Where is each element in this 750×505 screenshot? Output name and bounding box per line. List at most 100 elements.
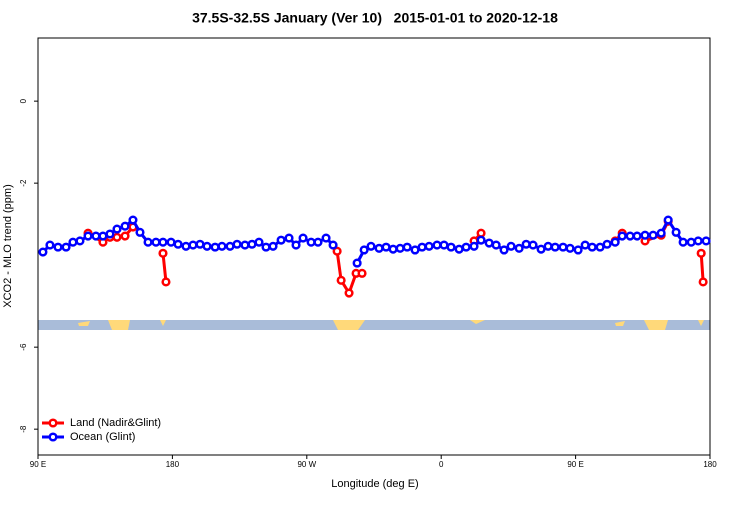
point bbox=[83, 231, 93, 241]
map-strip bbox=[38, 320, 710, 330]
point bbox=[521, 239, 531, 249]
point bbox=[352, 258, 362, 268]
point bbox=[476, 228, 486, 238]
x-axis-label: Longitude (deg E) bbox=[331, 478, 418, 490]
point bbox=[105, 229, 115, 239]
point bbox=[446, 242, 456, 252]
point bbox=[648, 230, 658, 240]
point bbox=[344, 288, 354, 298]
point bbox=[128, 215, 138, 225]
land-shape bbox=[470, 320, 485, 324]
land-shape bbox=[78, 321, 90, 326]
point bbox=[693, 236, 703, 246]
y-tick-label: 0 bbox=[19, 98, 28, 103]
point bbox=[225, 241, 235, 251]
point bbox=[587, 242, 597, 252]
point bbox=[291, 240, 301, 250]
point bbox=[476, 235, 486, 245]
point bbox=[558, 242, 568, 252]
point bbox=[374, 243, 384, 253]
point bbox=[61, 242, 71, 252]
point bbox=[580, 240, 590, 250]
point bbox=[313, 237, 323, 247]
point bbox=[268, 241, 278, 251]
point bbox=[195, 239, 205, 249]
land-shape bbox=[333, 320, 365, 330]
y-tick-label: -8 bbox=[19, 425, 28, 433]
point bbox=[298, 233, 308, 243]
point bbox=[284, 233, 294, 243]
legend-label: Ocean (Glint) bbox=[70, 431, 135, 443]
point bbox=[506, 241, 516, 251]
point bbox=[158, 237, 168, 247]
point bbox=[276, 235, 286, 245]
land-shape bbox=[615, 321, 625, 326]
point bbox=[254, 237, 264, 247]
point bbox=[53, 242, 63, 252]
point bbox=[528, 240, 538, 250]
point bbox=[161, 277, 171, 287]
legend-marker bbox=[48, 418, 58, 428]
point bbox=[38, 247, 48, 257]
point bbox=[388, 244, 398, 254]
point bbox=[410, 245, 420, 255]
point bbox=[166, 237, 176, 247]
land-shape bbox=[160, 320, 166, 326]
point bbox=[68, 237, 78, 247]
point bbox=[632, 231, 642, 241]
point bbox=[417, 242, 427, 252]
point bbox=[120, 231, 130, 241]
point bbox=[306, 237, 316, 247]
point bbox=[461, 242, 471, 252]
plot-frame bbox=[37, 37, 711, 456]
point bbox=[202, 241, 212, 251]
point bbox=[701, 236, 711, 246]
point bbox=[336, 275, 346, 285]
point bbox=[143, 237, 153, 247]
land-shape bbox=[108, 320, 130, 330]
legend-marker bbox=[48, 432, 58, 442]
point bbox=[45, 240, 55, 250]
point bbox=[595, 242, 605, 252]
point bbox=[112, 224, 122, 234]
point bbox=[328, 240, 338, 250]
point bbox=[98, 231, 108, 241]
point bbox=[678, 237, 688, 247]
point bbox=[181, 241, 191, 251]
point bbox=[321, 233, 331, 243]
point bbox=[75, 236, 85, 246]
point bbox=[439, 240, 449, 250]
point bbox=[454, 244, 464, 254]
point bbox=[366, 241, 376, 251]
point bbox=[188, 240, 198, 250]
point bbox=[158, 248, 168, 258]
chart-title: 37.5S-32.5S January (Ver 10) 2015-01-01 … bbox=[192, 10, 558, 26]
x-tick-label: 0 bbox=[439, 460, 444, 469]
point bbox=[112, 232, 122, 242]
x-tick-label: 180 bbox=[166, 460, 180, 469]
point bbox=[640, 230, 650, 240]
point bbox=[491, 240, 501, 250]
y-tick-label: -6 bbox=[19, 343, 28, 351]
point bbox=[395, 243, 405, 253]
x-tick-label: 90 E bbox=[30, 460, 46, 469]
legend-label: Land (Nadir&Glint) bbox=[70, 417, 161, 429]
point bbox=[91, 231, 101, 241]
point bbox=[210, 242, 220, 252]
point bbox=[499, 245, 509, 255]
point bbox=[656, 228, 666, 238]
point bbox=[617, 231, 627, 241]
point bbox=[247, 239, 257, 249]
point bbox=[610, 237, 620, 247]
point bbox=[671, 227, 681, 237]
point bbox=[135, 227, 145, 237]
point bbox=[625, 231, 635, 241]
point bbox=[332, 246, 342, 256]
y-tick-label: -2 bbox=[19, 179, 28, 187]
x-tick-label: 90 W bbox=[297, 460, 316, 469]
point bbox=[240, 240, 250, 250]
x-tick-label: 90 E bbox=[567, 460, 583, 469]
point bbox=[217, 241, 227, 251]
point bbox=[536, 244, 546, 254]
